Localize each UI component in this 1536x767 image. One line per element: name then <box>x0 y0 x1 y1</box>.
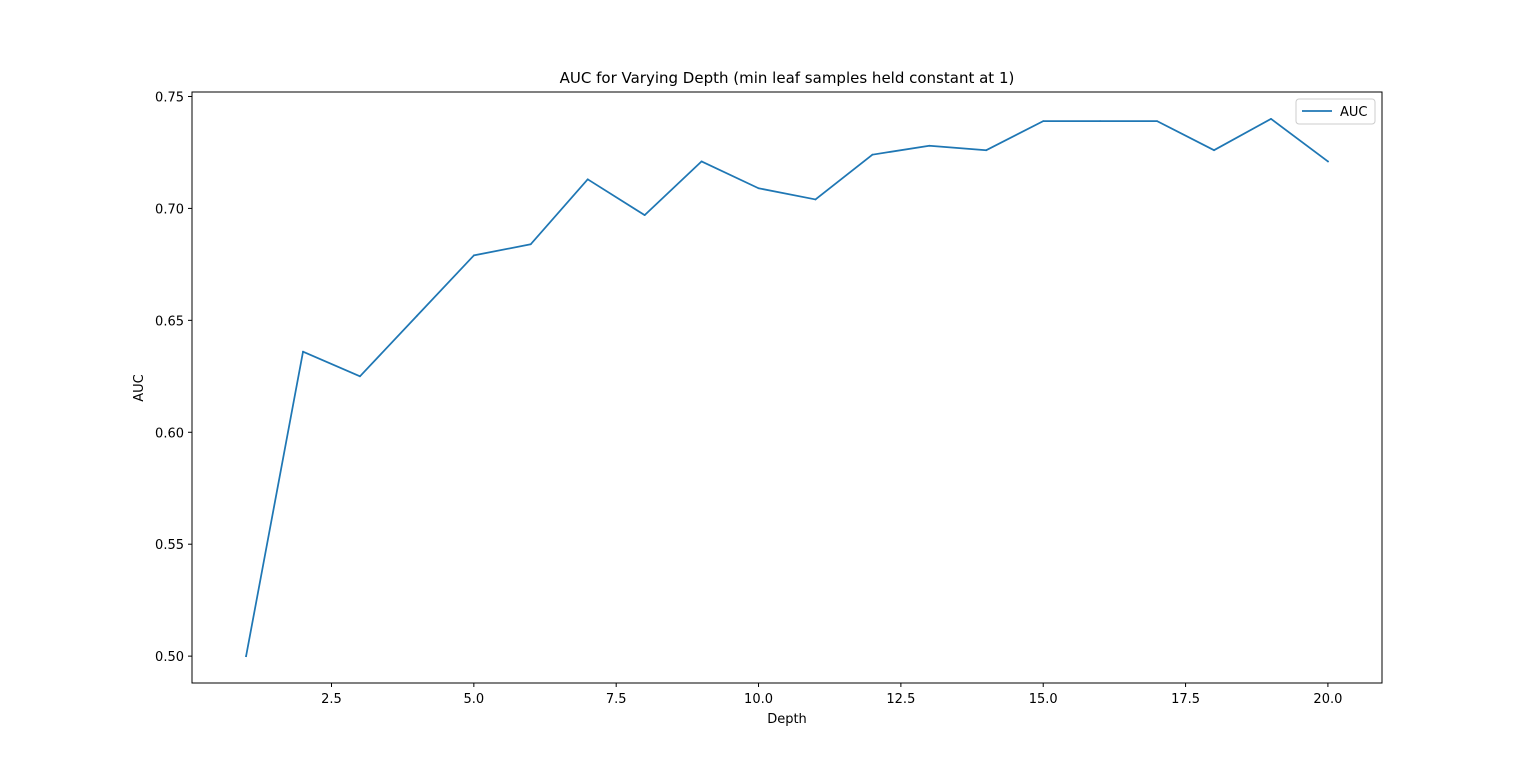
y-tick-label: 0.55 <box>155 538 184 553</box>
data-point <box>814 198 817 201</box>
data-point <box>757 187 760 190</box>
chart-title: AUC for Varying Depth (min leaf samples … <box>560 69 1015 87</box>
series-line-auc <box>245 117 1330 658</box>
x-tick-label: 7.5 <box>606 692 627 707</box>
data-point <box>1042 120 1045 123</box>
data-point <box>586 178 589 181</box>
data-point <box>1213 149 1215 152</box>
data-point <box>1270 117 1272 120</box>
x-axis-label: Depth <box>767 712 807 727</box>
data-point <box>359 375 361 378</box>
data-point <box>985 149 988 152</box>
data-point <box>1156 120 1158 123</box>
x-tick-label: 20.0 <box>1313 692 1342 707</box>
data-point <box>928 144 931 147</box>
x-tick-label: 15.0 <box>1029 692 1058 707</box>
data-point <box>416 314 418 317</box>
y-tick-label: 0.75 <box>155 90 184 105</box>
x-tick-label: 2.5 <box>321 692 342 707</box>
data-point <box>1099 120 1102 123</box>
data-point <box>700 160 703 163</box>
y-tick-label: 0.60 <box>155 426 184 441</box>
legend-box <box>1295 98 1376 125</box>
data-point <box>871 153 874 156</box>
x-axis-ticks: 2.5 5.0 7.5 10.0 12.5 15.0 17.5 20.0 <box>321 683 1342 707</box>
y-axis-ticks: 0.50 0.55 0.60 0.65 0.70 0.75 <box>155 90 192 665</box>
series-layer <box>245 117 1330 658</box>
data-point <box>643 214 646 217</box>
y-tick-label: 0.70 <box>155 202 184 217</box>
data-point <box>245 655 247 658</box>
y-tick-label: 0.50 <box>155 650 184 665</box>
data-point <box>302 350 304 353</box>
legend: AUC <box>1295 98 1376 125</box>
legend-label: AUC <box>1340 105 1368 120</box>
x-tick-label: 12.5 <box>886 692 915 707</box>
x-tick-label: 10.0 <box>744 692 773 707</box>
data-point <box>472 254 475 257</box>
data-point <box>529 243 532 246</box>
plot-frame <box>191 91 1383 684</box>
x-tick-label: 17.5 <box>1171 692 1200 707</box>
data-point <box>1327 160 1329 163</box>
x-tick-label: 5.0 <box>463 692 484 707</box>
y-tick-label: 0.65 <box>155 314 184 329</box>
y-axis-label: AUC <box>132 374 147 402</box>
plot-area <box>192 92 1382 683</box>
